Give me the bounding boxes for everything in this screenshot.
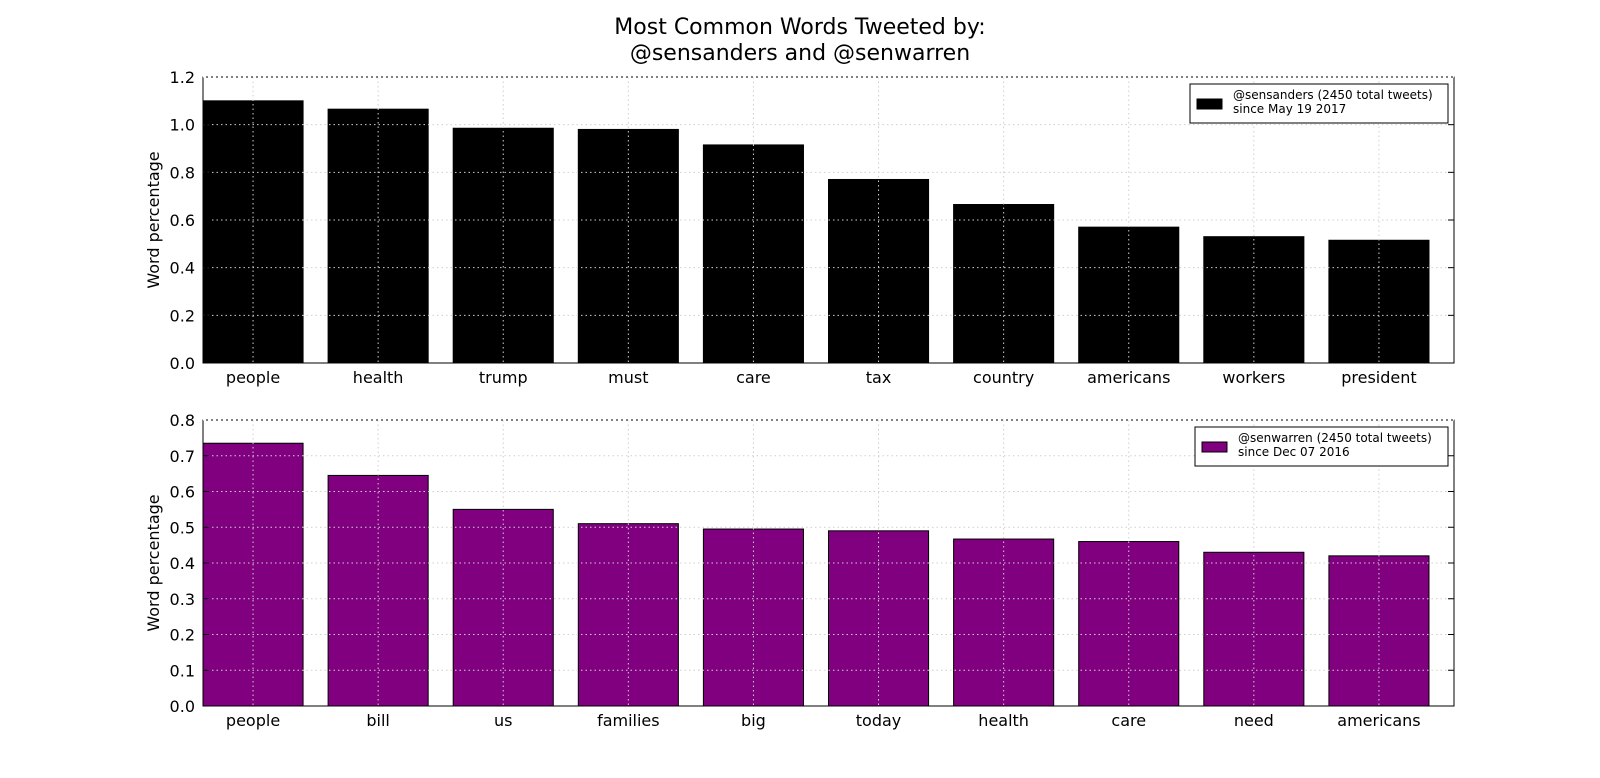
chart-title-line2: @sensanders and @senwarren [630,41,970,66]
legend-label-line1: @senwarren (2450 total tweets) [1238,431,1432,445]
x-tick-label: us [494,711,512,730]
y-tick-label: 0.7 [170,447,195,466]
x-tick-label: people [226,368,280,387]
x-tick-label: trump [479,368,528,387]
x-tick-label: americans [1337,711,1420,730]
y-tick-label: 0.0 [170,697,195,716]
x-tick-label: health [978,711,1029,730]
x-tick-label: bill [366,711,390,730]
y-axis-label: Word percentage [144,494,163,631]
x-tick-label: health [353,368,404,387]
y-axis-label: Word percentage [144,151,163,288]
legend-swatch [1201,441,1228,453]
legend-label-line2: since May 19 2017 [1233,102,1346,116]
x-tick-label: president [1341,368,1416,387]
chart-title-line1: Most Common Words Tweeted by: [614,15,985,40]
x-tick-label: must [608,368,648,387]
x-tick-label: people [226,711,280,730]
y-tick-label: 0.4 [170,259,195,278]
x-tick-label: families [597,711,660,730]
x-tick-label: tax [866,368,892,387]
x-tick-label: need [1234,711,1274,730]
x-tick-label: workers [1222,368,1285,387]
legend-label-line1: @sensanders (2450 total tweets) [1233,88,1433,102]
senwarren-bar-chart: 0.0 0.1 0.2 0.3 0.4 0.5 0.6 0.7 0.8 people bill us f… [144,411,1455,730]
x-tick-label: americans [1087,368,1170,387]
sensanders-bar-chart: 0.0 0.2 0.4 0.6 0.8 1.0 1.2 people health trump mu… [144,68,1455,387]
x-tick-label: country [973,368,1034,387]
x-tick-label: big [741,711,766,730]
bar-need [1203,551,1305,707]
x-tick-label: today [856,711,902,730]
y-tick-label: 0.2 [170,626,195,645]
bar-must [577,128,679,364]
legend-box [1189,83,1449,124]
y-tick-label: 1.0 [170,116,195,135]
y-tick-label: 1.2 [170,68,195,87]
legend-swatch [1196,98,1223,110]
y-tick-label: 0.8 [170,411,195,430]
bar-president [1328,239,1430,364]
y-tick-label: 0.0 [170,354,195,373]
y-tick-label: 0.5 [170,518,195,537]
legend-label-line2: since Dec 07 2016 [1238,445,1350,459]
y-tick-label: 0.3 [170,590,195,609]
bar-people [202,442,304,707]
y-tick-label: 0.1 [170,661,195,680]
x-tick-label: care [736,368,771,387]
y-tick-label: 0.6 [170,211,195,230]
bar-workers [1203,236,1305,364]
y-tick-label: 0.8 [170,163,195,182]
y-tick-label: 0.2 [170,306,195,325]
x-tick-label: care [1111,711,1146,730]
y-tick-label: 0.4 [170,554,195,573]
bar-americans [1328,555,1430,707]
y-tick-label: 0.6 [170,483,195,502]
legend-box [1194,426,1449,467]
